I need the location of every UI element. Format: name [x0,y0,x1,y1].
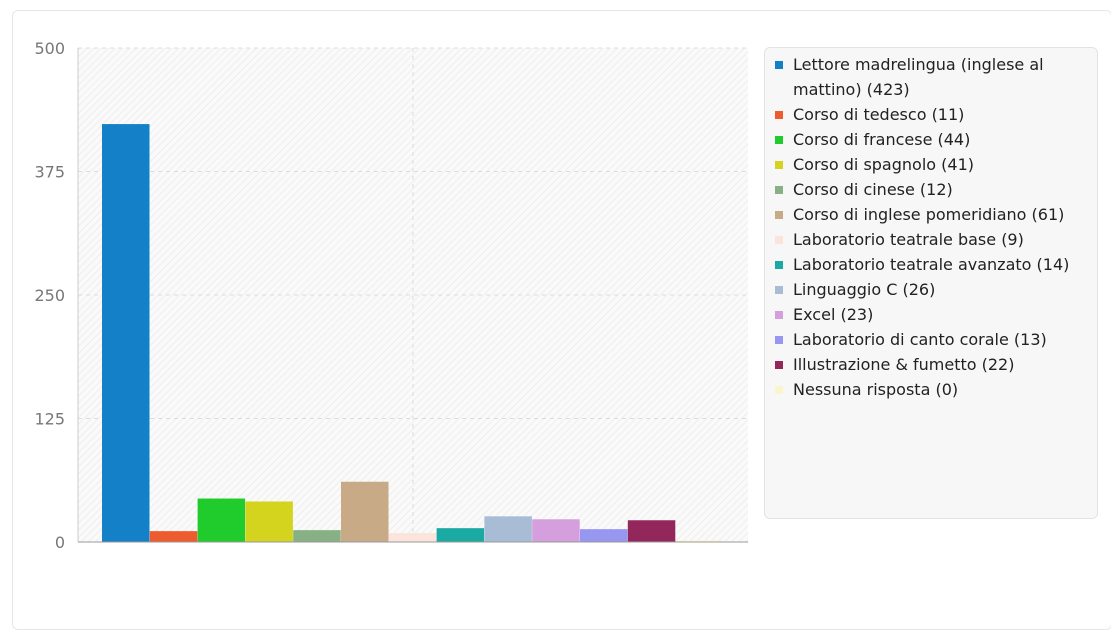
legend-label: Lettore madrelingua (inglese al mattino)… [793,55,1044,99]
legend-label: Laboratorio teatrale base (9) [793,230,1024,249]
legend-swatch [775,236,783,244]
y-tick-label: 375 [34,163,65,182]
bar[interactable] [149,531,198,542]
y-tick-labels: 0 125 250 375 500 [34,39,65,552]
y-tick-label: 125 [34,410,65,429]
legend-item[interactable]: Laboratorio di canto corale (13) [775,327,1097,352]
legend-swatch [775,136,783,144]
legend-swatch [775,311,783,319]
legend-swatch [775,111,783,119]
bar[interactable] [675,540,724,543]
bars [102,124,724,543]
bar[interactable] [341,481,389,542]
bar[interactable] [102,124,150,543]
legend-swatch [775,386,783,394]
legend-swatch [775,61,783,69]
legend-swatch [775,361,783,369]
legend-item[interactable]: Corso di cinese (12) [775,177,1097,202]
legend-label: Laboratorio teatrale avanzato (14) [793,255,1070,274]
legend-swatch [775,286,783,294]
y-tick-label: 500 [34,39,65,58]
y-tick-label: 250 [34,286,65,305]
legend-item[interactable]: Laboratorio teatrale avanzato (14) [775,252,1097,277]
legend-label: Excel (23) [793,305,874,324]
bar[interactable] [388,533,437,542]
legend-item[interactable]: Excel (23) [775,302,1097,327]
legend-label: Laboratorio di canto corale (13) [793,330,1047,349]
legend-item[interactable]: Corso di spagnolo (41) [775,152,1097,177]
bar-chart: 0 125 250 375 500 [34,39,748,552]
legend-swatch [775,161,783,169]
legend: Lettore madrelingua (inglese al mattino)… [764,47,1098,519]
legend-item[interactable]: Laboratorio teatrale base (9) [775,227,1097,252]
legend-swatch [775,186,783,194]
legend-label: Corso di cinese (12) [793,180,953,199]
grid-lines [78,47,748,542]
legend-item[interactable]: Linguaggio C (26) [775,277,1097,302]
bar[interactable] [293,530,341,542]
legend-label: Illustrazione & fumetto (22) [793,355,1015,374]
legend-item[interactable]: Illustrazione & fumetto (22) [775,352,1097,377]
bar[interactable] [245,501,293,542]
legend-item[interactable]: Corso di tedesco (11) [775,102,1097,127]
legend-swatch [775,336,783,344]
y-tick-label: 0 [55,533,65,552]
bar[interactable] [436,528,485,542]
legend-item[interactable]: Corso di inglese pomeridiano (61) [775,202,1097,227]
legend-item[interactable]: Nessuna risposta (0) [775,377,1097,402]
axes [77,48,748,543]
legend-label: Corso di tedesco (11) [793,105,965,124]
legend-label: Corso di spagnolo (41) [793,155,974,174]
bar[interactable] [580,529,628,542]
legend-label: Nessuna risposta (0) [793,380,959,399]
legend-item[interactable]: Lettore madrelingua (inglese al mattino)… [775,52,1097,102]
legend-swatch [775,211,783,219]
legend-label: Corso di francese (44) [793,130,971,149]
legend-item[interactable]: Corso di francese (44) [775,127,1097,152]
bar[interactable] [532,519,580,542]
legend-label: Linguaggio C (26) [793,280,936,299]
legend-label: Corso di inglese pomeridiano (61) [793,205,1065,224]
legend-swatch [775,261,783,269]
bar[interactable] [627,520,676,542]
bar[interactable] [197,498,246,542]
bar[interactable] [484,516,532,542]
